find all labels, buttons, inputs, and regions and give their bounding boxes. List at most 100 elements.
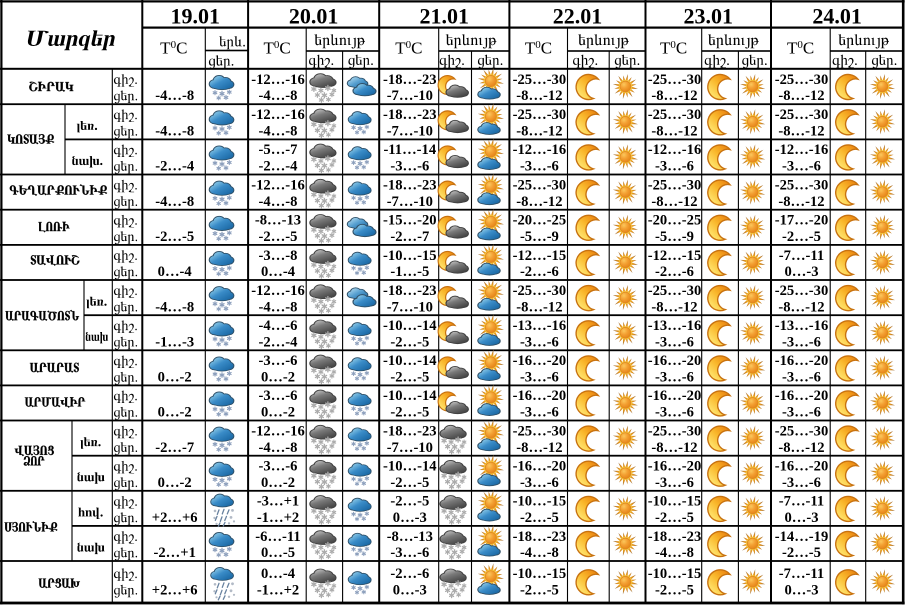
- svg-text:-2…-5: -2…-5: [390, 475, 429, 491]
- svg-text:-10…-14: -10…-14: [383, 318, 437, 334]
- svg-text:-2…-5: -2…-5: [655, 510, 694, 526]
- svg-text:T0C: T0C: [263, 39, 290, 58]
- svg-text:-18…-23: -18…-23: [383, 283, 437, 299]
- svg-text:-2…-5: -2…-5: [390, 405, 429, 421]
- svg-text:0…-5: 0…-5: [261, 545, 295, 561]
- svg-text:-4…-6: -4…-6: [259, 318, 298, 334]
- svg-text:-16…-20: -16…-20: [775, 353, 829, 369]
- svg-text:-16…-20: -16…-20: [513, 388, 567, 404]
- svg-text:-25…-30: -25…-30: [775, 283, 829, 299]
- svg-text:-14…-19: -14…-19: [775, 529, 829, 545]
- svg-text:-2…-5: -2…-5: [259, 229, 298, 245]
- svg-text:-8…-12: -8…-12: [516, 440, 562, 456]
- svg-text:-3…-6: -3…-6: [259, 353, 298, 369]
- svg-text:-18…-23: -18…-23: [513, 529, 567, 545]
- svg-text:-3…-6: -3…-6: [782, 370, 821, 386]
- svg-text:-5…-9: -5…-9: [655, 229, 694, 245]
- svg-text:-2…-6: -2…-6: [390, 566, 429, 582]
- svg-text:-8…-12: -8…-12: [778, 194, 824, 210]
- svg-text:-12…-16: -12…-16: [251, 107, 305, 123]
- svg-text:-16…-20: -16…-20: [648, 459, 702, 475]
- svg-text:-2…-6: -2…-6: [520, 264, 559, 280]
- svg-text:0…-2: 0…-2: [261, 370, 295, 386]
- svg-text:-3…-6: -3…-6: [520, 475, 559, 491]
- svg-text:+2…+6: +2…+6: [152, 582, 198, 598]
- svg-text:-25…-30: -25…-30: [648, 107, 702, 123]
- svg-text:-3…-6: -3…-6: [259, 388, 298, 404]
- svg-text:-8…-12: -8…-12: [778, 88, 824, 104]
- svg-text:-8…-12: -8…-12: [651, 194, 697, 210]
- svg-text:-7…-10: -7…-10: [387, 88, 433, 104]
- svg-text:-7…-11: -7…-11: [779, 494, 824, 510]
- svg-text:-3…-6: -3…-6: [520, 159, 559, 175]
- svg-text:-8…-12: -8…-12: [651, 88, 697, 104]
- svg-text:T0C: T0C: [395, 39, 422, 58]
- svg-text:-8…-12: -8…-12: [778, 299, 824, 315]
- svg-text:-8…-12: -8…-12: [516, 124, 562, 140]
- svg-text:-3…-6: -3…-6: [390, 159, 429, 175]
- svg-text:20.01: 20.01: [289, 4, 339, 29]
- svg-text:-4…-8: -4…-8: [259, 299, 298, 315]
- svg-text:-10…-14: -10…-14: [383, 388, 437, 404]
- svg-text:-25…-30: -25…-30: [513, 177, 567, 193]
- svg-text:-2…-5: -2…-5: [655, 582, 694, 598]
- svg-text:0…-2: 0…-2: [158, 405, 192, 421]
- svg-text:-2…-6: -2…-6: [655, 264, 694, 280]
- svg-text:-2…-7: -2…-7: [155, 440, 194, 456]
- svg-text:-16…-20: -16…-20: [513, 459, 567, 475]
- svg-text:T0C: T0C: [525, 39, 552, 58]
- svg-text:0…-2: 0…-2: [158, 475, 192, 491]
- svg-text:-10…-15: -10…-15: [513, 494, 567, 510]
- svg-text:-3…-6: -3…-6: [655, 405, 694, 421]
- svg-text:-18…-23: -18…-23: [383, 107, 437, 123]
- svg-text:-18…-23: -18…-23: [383, 177, 437, 193]
- svg-text:-18…-23: -18…-23: [383, 423, 437, 439]
- svg-text:-3…-6: -3…-6: [520, 370, 559, 386]
- svg-text:22.01: 22.01: [553, 4, 603, 29]
- svg-text:-4…-8: -4…-8: [155, 194, 194, 210]
- svg-text:0…-2: 0…-2: [261, 475, 295, 491]
- svg-text:-3…-6: -3…-6: [782, 334, 821, 350]
- svg-text:-25…-30: -25…-30: [648, 283, 702, 299]
- svg-text:-1…+2: -1…+2: [257, 510, 299, 526]
- svg-text:-8…-13: -8…-13: [255, 213, 301, 229]
- svg-text:-4…-8: -4…-8: [155, 124, 194, 140]
- svg-text:-25…-30: -25…-30: [513, 107, 567, 123]
- svg-text:-2…-5: -2…-5: [520, 510, 559, 526]
- svg-text:-10…-14: -10…-14: [383, 459, 437, 475]
- svg-text:-1…-5: -1…-5: [390, 264, 429, 280]
- svg-text:-2…+1: -2…+1: [154, 545, 196, 561]
- svg-text:-12…-15: -12…-15: [648, 248, 702, 264]
- svg-text:-7…-10: -7…-10: [387, 299, 433, 315]
- svg-text:-4…-8: -4…-8: [155, 88, 194, 104]
- svg-text:-10…-15: -10…-15: [648, 494, 702, 510]
- svg-text:-25…-30: -25…-30: [648, 177, 702, 193]
- svg-text:-5…-7: -5…-7: [259, 142, 298, 158]
- svg-text:-8…-12: -8…-12: [651, 440, 697, 456]
- svg-text:21.01: 21.01: [420, 4, 470, 29]
- svg-text:-25…-30: -25…-30: [648, 423, 702, 439]
- svg-text:-3…-6: -3…-6: [782, 159, 821, 175]
- svg-text:-3…-6: -3…-6: [782, 475, 821, 491]
- svg-text:-2…-5: -2…-5: [782, 229, 821, 245]
- svg-text:-4…-8: -4…-8: [259, 440, 298, 456]
- svg-text:-11…-14: -11…-14: [383, 142, 436, 158]
- svg-text:-25…-30: -25…-30: [775, 107, 829, 123]
- svg-text:-12…-16: -12…-16: [251, 177, 305, 193]
- svg-text:-4…-8: -4…-8: [259, 194, 298, 210]
- svg-text:T0C: T0C: [787, 39, 814, 58]
- svg-text:-18…-23: -18…-23: [648, 529, 702, 545]
- svg-text:-10…-15: -10…-15: [383, 248, 437, 264]
- svg-text:-8…-12: -8…-12: [778, 124, 824, 140]
- svg-text:-2…-5: -2…-5: [390, 370, 429, 386]
- svg-text:-16…-20: -16…-20: [775, 388, 829, 404]
- svg-text:-4…-8: -4…-8: [259, 88, 298, 104]
- svg-text:-7…-10: -7…-10: [387, 194, 433, 210]
- svg-text:-25…-30: -25…-30: [775, 177, 829, 193]
- svg-text:+2…+6: +2…+6: [152, 510, 198, 526]
- svg-text:-3…-6: -3…-6: [782, 405, 821, 421]
- svg-text:-2…-5: -2…-5: [390, 334, 429, 350]
- svg-text:-16…-20: -16…-20: [648, 353, 702, 369]
- svg-text:-7…-10: -7…-10: [387, 124, 433, 140]
- svg-text:-20…-25: -20…-25: [513, 213, 567, 229]
